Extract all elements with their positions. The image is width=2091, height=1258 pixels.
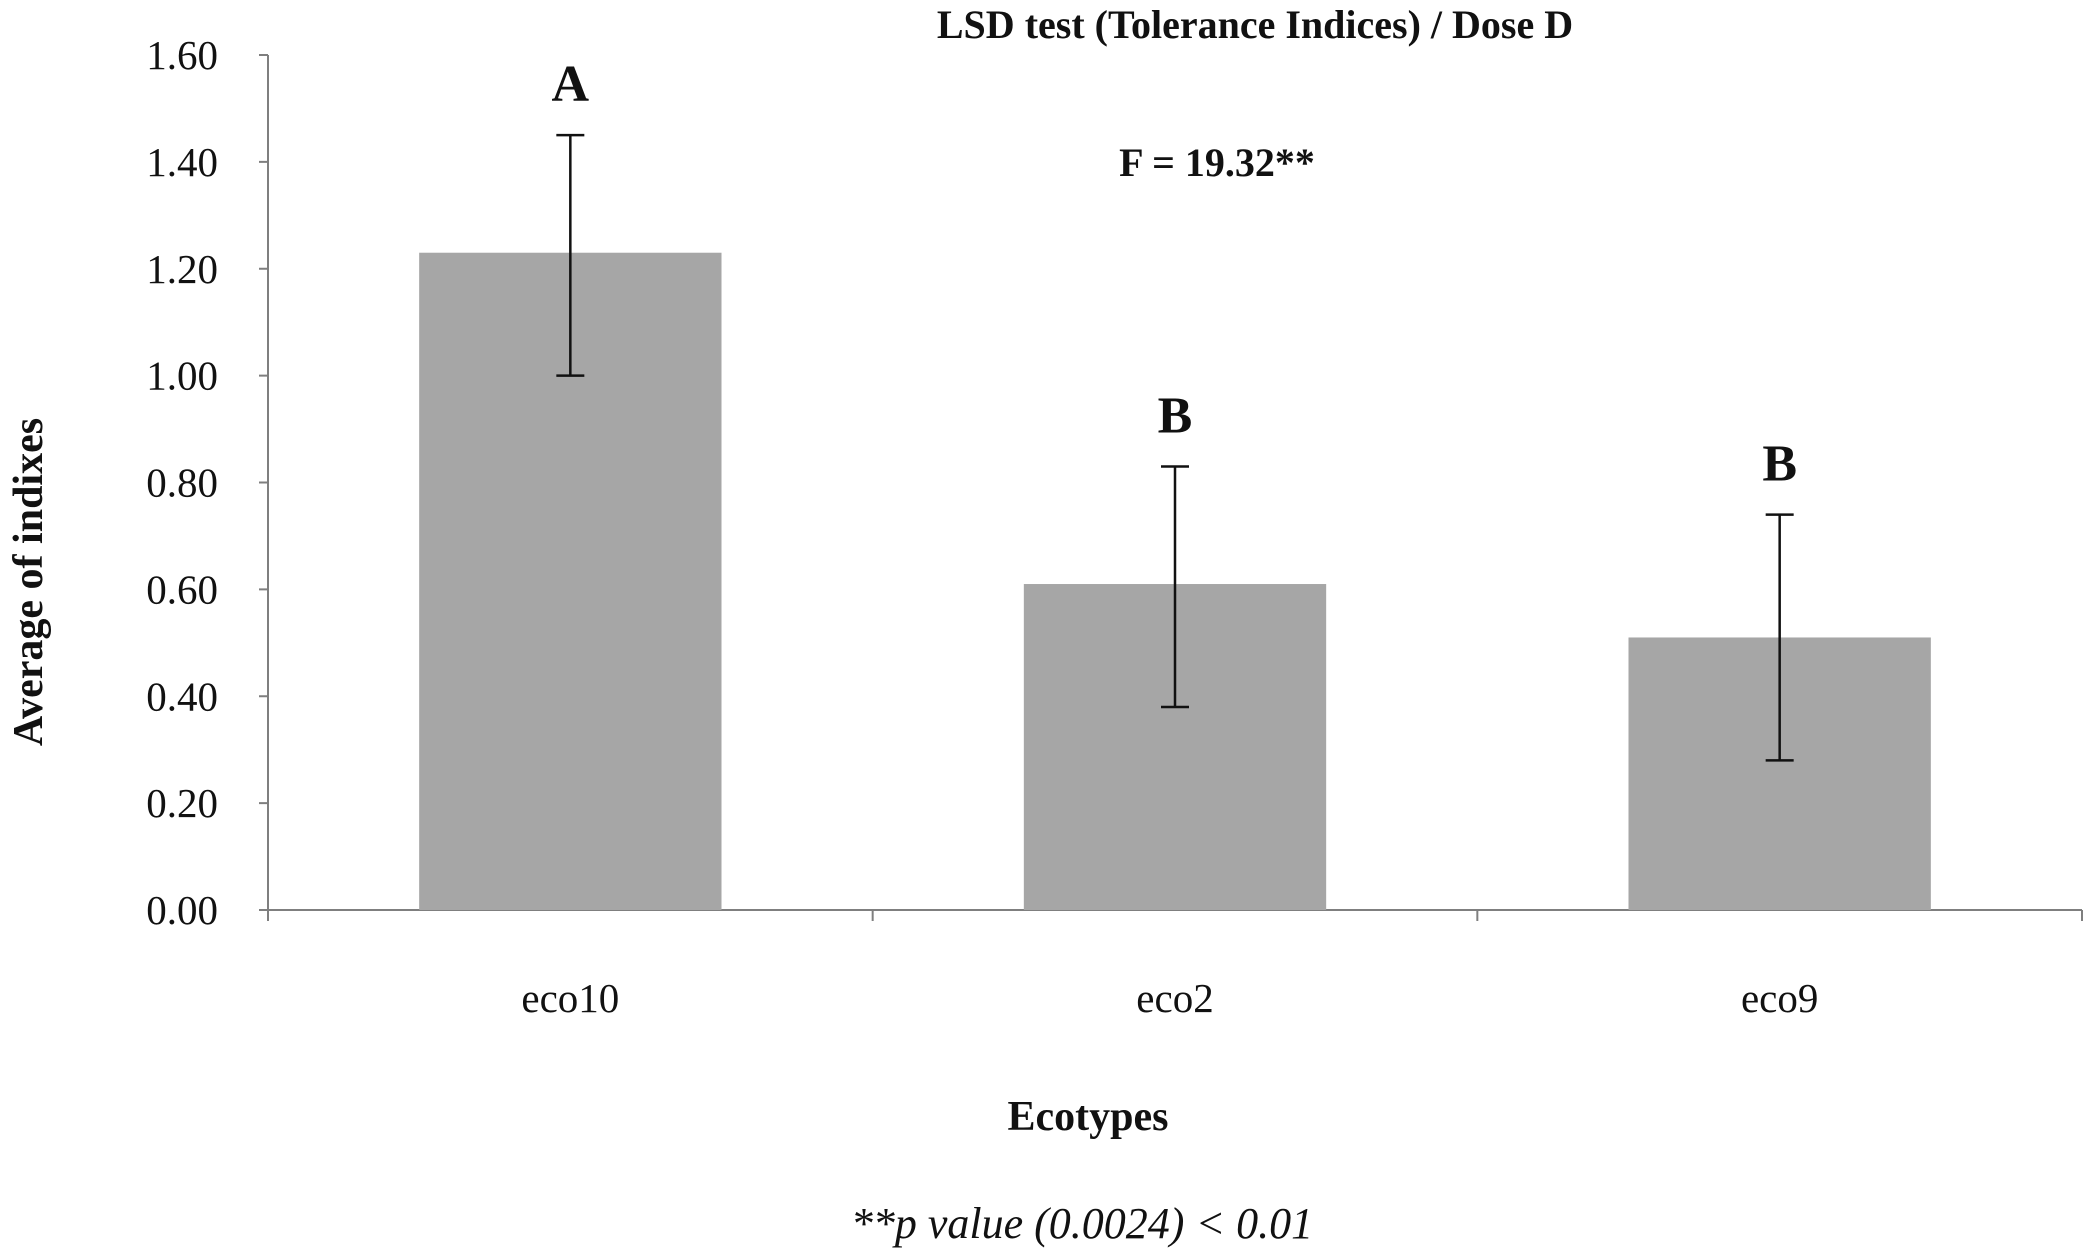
y-axis-title: Average of indixes [6, 418, 52, 746]
y-tick-label: 1.60 [146, 32, 218, 78]
y-tick-label: 1.00 [146, 353, 218, 399]
y-tick-label: 0.60 [146, 566, 218, 612]
category-labels: eco10 eco2 eco9 [521, 975, 1818, 1021]
y-tick-label: 0.20 [146, 780, 218, 826]
significance-letter: B [1158, 387, 1193, 444]
category-label: eco10 [521, 975, 619, 1021]
significance-letter: B [1762, 436, 1797, 493]
y-axis: 0.00 0.20 0.40 0.60 0.80 1.00 1.20 1.40 1.60 [146, 32, 269, 933]
chart-title: LSD test (Tolerance Indices) / Dose D [937, 2, 1573, 47]
y-tick-label: 0.40 [146, 673, 218, 719]
error-bars [556, 133, 1794, 762]
y-tick-label: 1.20 [146, 246, 218, 292]
y-tick-label: 1.40 [146, 139, 218, 185]
category-label: eco9 [1741, 975, 1818, 1021]
category-label: eco2 [1136, 975, 1213, 1021]
x-axis-title: Ecotypes [1008, 1094, 1169, 1140]
f-statistic-annotation: F = 19.32** [1119, 140, 1315, 185]
significance-group-labels: A B B [552, 56, 1797, 492]
significance-letter: A [552, 56, 590, 113]
y-tick-label: 0.80 [146, 460, 218, 506]
p-value-footnote: **p value (0.0024) < 0.01 [851, 1199, 1313, 1248]
x-axis [267, 909, 2083, 921]
y-tick-label: 0.00 [146, 887, 218, 933]
